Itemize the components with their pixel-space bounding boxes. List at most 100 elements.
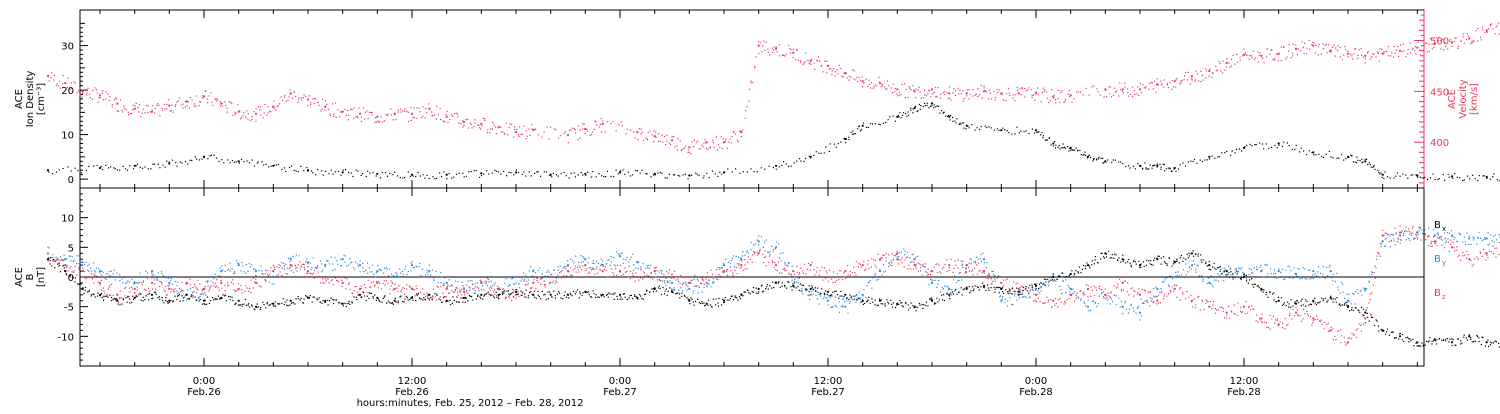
velocity-dot <box>979 94 980 95</box>
by-dot <box>320 261 321 262</box>
by-dot <box>650 273 651 274</box>
by-dot <box>1249 268 1250 269</box>
velocity-dot <box>143 109 144 110</box>
by-dot <box>202 292 203 293</box>
bz-dot <box>103 288 104 289</box>
velocity-dot <box>913 90 914 91</box>
velocity-dot <box>479 127 480 128</box>
velocity-dot <box>582 128 583 129</box>
density-dot <box>1423 177 1424 178</box>
by-dot <box>572 260 573 261</box>
by-dot <box>1440 236 1441 237</box>
b-tick-label: 5 <box>68 243 74 254</box>
by-dot <box>753 244 754 245</box>
velocity-dot <box>749 89 750 90</box>
density-dot <box>284 167 285 168</box>
by-dot <box>1288 266 1289 267</box>
velocity-point <box>1191 75 1193 77</box>
velocity-point <box>1486 29 1488 31</box>
by-dot <box>956 282 957 283</box>
velocity-dot <box>1257 51 1258 52</box>
velocity-dot <box>234 112 235 113</box>
velocity-dot <box>754 67 755 68</box>
velocity-dot <box>1132 96 1133 97</box>
velocity-dot <box>1148 89 1149 90</box>
by-dot <box>1101 293 1102 294</box>
by-dot <box>1254 267 1255 268</box>
density-dot <box>667 177 668 178</box>
by-dot <box>1233 279 1234 280</box>
density-dot <box>1063 147 1064 148</box>
by-point <box>446 282 448 284</box>
velocity-dot <box>275 110 276 111</box>
velocity-dot <box>1137 86 1138 87</box>
velocity-dot <box>761 51 762 52</box>
by-dot <box>1140 320 1141 321</box>
density-dot <box>574 172 575 173</box>
velocity-dot <box>158 105 159 106</box>
velocity-dot <box>128 114 129 115</box>
density-dot <box>920 105 921 106</box>
by-dot <box>1149 305 1150 306</box>
density-dot <box>923 106 924 107</box>
density-dot <box>1120 161 1121 162</box>
velocity-dot <box>1219 61 1220 62</box>
velocity-dot <box>501 131 502 132</box>
by-dot <box>786 270 787 271</box>
by-dot <box>232 268 233 269</box>
density-dot <box>1462 180 1463 181</box>
by-dot <box>852 299 853 300</box>
velocity-dot <box>752 82 753 83</box>
velocity-dot <box>1452 46 1453 47</box>
by-dot <box>1153 296 1154 297</box>
velocity-dot <box>747 106 748 107</box>
velocity-dot <box>1142 84 1143 85</box>
velocity-dot <box>988 98 989 99</box>
by-dot <box>106 279 107 280</box>
velocity-dot <box>538 134 539 135</box>
velocity-point <box>1018 92 1020 94</box>
by-dot <box>951 294 952 295</box>
velocity-dot <box>1410 52 1411 53</box>
velocity-dot <box>762 45 763 46</box>
density-dot <box>492 172 493 173</box>
velocity-dot <box>477 125 478 126</box>
density-dot <box>291 166 292 167</box>
velocity-dot <box>480 128 481 129</box>
velocity-dot <box>1302 41 1303 42</box>
density-dot <box>296 171 297 172</box>
density-dot <box>1332 157 1333 158</box>
density-dot <box>408 171 409 172</box>
density-dot <box>162 165 163 166</box>
density-dot <box>97 165 98 166</box>
by-dot <box>1476 244 1477 245</box>
velocity-dot <box>1328 44 1329 45</box>
density-dot <box>813 155 814 156</box>
velocity-dot <box>1337 50 1338 51</box>
velocity-dot <box>863 83 864 84</box>
by-dot <box>1005 302 1006 303</box>
velocity-dot <box>1259 55 1260 56</box>
velocity-dot <box>1390 55 1391 56</box>
by-dot <box>573 269 574 270</box>
velocity-dot <box>725 138 726 139</box>
density-dot <box>1315 154 1316 155</box>
bz-dot <box>108 289 109 290</box>
bz-dot <box>219 290 220 291</box>
by-dot <box>1333 274 1334 275</box>
by-dot <box>677 279 678 280</box>
by-dot <box>273 276 274 277</box>
by-dot <box>1225 269 1226 270</box>
by-dot <box>1122 307 1123 308</box>
by-dot <box>547 270 548 271</box>
velocity-dot <box>670 144 671 145</box>
density-dot <box>1437 179 1438 180</box>
density-dot <box>699 175 700 176</box>
by-dot <box>662 270 663 271</box>
velocity-dot <box>587 131 588 132</box>
density-dot <box>1432 174 1433 175</box>
velocity-dot <box>330 115 331 116</box>
velocity-dot <box>80 94 81 95</box>
velocity-dot <box>760 42 761 43</box>
velocity-dot <box>1296 49 1297 50</box>
